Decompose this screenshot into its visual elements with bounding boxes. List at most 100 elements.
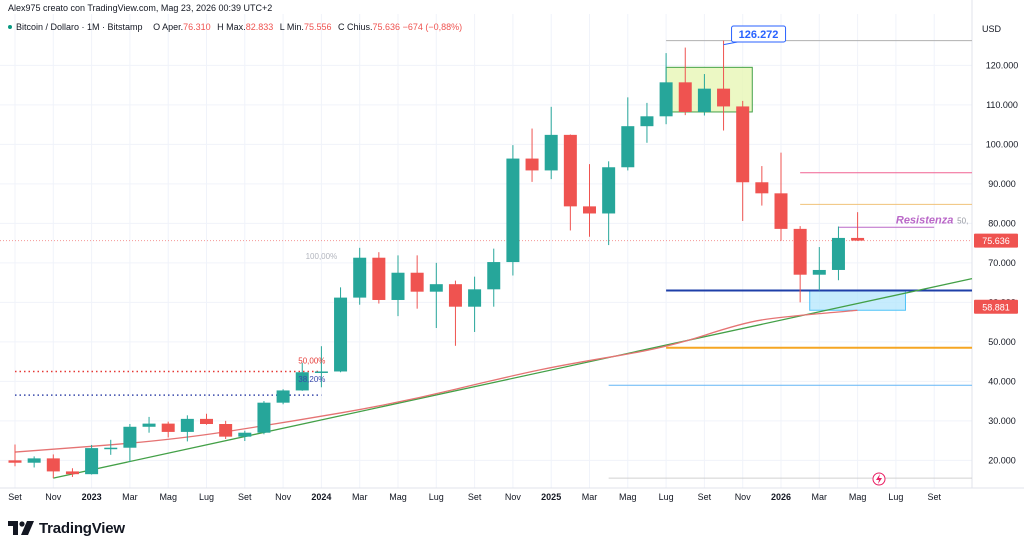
candle-body xyxy=(525,158,539,171)
time-tick-label: Set xyxy=(927,492,941,502)
candle xyxy=(180,415,194,442)
event-marker-icon xyxy=(872,472,886,486)
time-tick-label: Set xyxy=(698,492,712,502)
candle xyxy=(602,161,616,246)
time-tick-label: Lug xyxy=(888,492,903,502)
candle-body xyxy=(563,134,577,207)
change-value: −674 (−0,88%) xyxy=(402,22,463,32)
candle xyxy=(544,106,558,180)
time-tick-label: Nov xyxy=(275,492,292,502)
candle xyxy=(755,166,769,206)
candle xyxy=(487,248,501,307)
candle xyxy=(717,40,731,131)
tradingview-logo[interactable]: TradingView xyxy=(8,519,125,537)
candle xyxy=(563,134,577,231)
candle-body xyxy=(391,272,405,300)
candle-body xyxy=(678,82,692,112)
candle xyxy=(812,247,826,291)
last-price-tag: 75.636 xyxy=(982,236,1010,246)
candle-body xyxy=(468,289,482,307)
time-tick-label: Mar xyxy=(122,492,138,502)
candle xyxy=(238,430,252,441)
close-value: 75.636 xyxy=(372,22,401,32)
price-axis[interactable]: 20.00030.00040.00050.00060.00070.00080.0… xyxy=(974,60,1018,465)
candle-body xyxy=(46,458,60,472)
price-tick-label: 70.000 xyxy=(988,258,1016,268)
candle xyxy=(161,421,175,438)
fib-100-label: 100,00% xyxy=(306,252,338,261)
candle-body xyxy=(755,182,769,194)
trendline xyxy=(53,278,973,479)
time-tick-label: Mar xyxy=(352,492,368,502)
candle-body xyxy=(353,257,367,298)
tradingview-logo-icon xyxy=(8,521,34,535)
candle-body xyxy=(334,297,348,372)
high-key: H xyxy=(217,22,224,32)
bottom-zone xyxy=(809,290,906,311)
candle-body xyxy=(180,418,194,432)
close-name: Chius. xyxy=(347,22,373,32)
candle xyxy=(659,53,673,125)
price-tick-label: 40.000 xyxy=(988,376,1016,386)
time-tick-label: Set xyxy=(468,492,482,502)
candle xyxy=(621,97,635,171)
candle xyxy=(851,212,865,241)
time-tick-label: Mag xyxy=(389,492,407,502)
candle xyxy=(774,152,788,241)
candle xyxy=(429,262,443,329)
candle xyxy=(334,287,348,373)
horizontal-levels xyxy=(0,40,972,479)
candle-body xyxy=(295,372,309,391)
time-tick-label: Nov xyxy=(735,492,752,502)
candle-body xyxy=(640,116,654,127)
fib-38-label: 38,20% xyxy=(298,375,325,384)
price-tick-label: 100.000 xyxy=(986,139,1019,149)
candle xyxy=(8,444,22,467)
time-tick-label: Nov xyxy=(45,492,62,502)
time-tick-label: Nov xyxy=(505,492,522,502)
candle xyxy=(372,252,386,304)
ath-callout-box xyxy=(731,25,787,43)
candle xyxy=(468,276,482,332)
candle-body xyxy=(142,423,156,427)
currency-label[interactable]: USD xyxy=(982,24,1002,34)
high-name: Max. xyxy=(226,22,246,32)
candles xyxy=(8,40,865,479)
symbol-label[interactable]: Bitcoin / Dollaro · 1M · Bitstamp xyxy=(16,22,143,32)
time-tick-label: Mag xyxy=(619,492,637,502)
candle-body xyxy=(697,88,711,112)
candle xyxy=(142,416,156,433)
moving-average-line xyxy=(14,309,858,453)
author-line: Alex975 creato con TradingView.com, Mag … xyxy=(8,3,273,13)
candle xyxy=(391,255,405,317)
time-axis[interactable]: Set Nov 2023 Mar Mag Lug Set Nov 2024 Mar Mag Lug Se… xyxy=(8,492,941,502)
candle-body xyxy=(314,371,328,373)
candle xyxy=(65,468,79,477)
last-price-tag-bg xyxy=(974,233,1018,248)
candle-body xyxy=(506,158,520,263)
time-tick-label: 2026 xyxy=(771,492,791,502)
candle-body xyxy=(123,426,137,448)
candle-body xyxy=(276,390,290,403)
candle xyxy=(448,280,462,346)
open-name: Aper. xyxy=(162,22,184,32)
candle xyxy=(85,444,99,475)
resistance-label: Resistenza xyxy=(896,214,953,226)
candle-body xyxy=(448,284,462,307)
status-dot-icon xyxy=(8,25,12,30)
high-value: 82.833 xyxy=(245,22,274,32)
price-tick-label: 30.000 xyxy=(988,416,1016,426)
candle xyxy=(123,424,137,462)
candle xyxy=(27,456,41,468)
candle-body xyxy=(257,402,271,433)
candle-body xyxy=(736,106,750,183)
candle-body xyxy=(487,262,501,290)
candle-body xyxy=(27,458,41,463)
time-tick-label: Set xyxy=(8,492,22,502)
candle-body xyxy=(65,471,79,475)
candle-body xyxy=(831,237,845,270)
time-tick-label: Lug xyxy=(659,492,674,502)
ma-price-tag: 58.881 xyxy=(982,302,1010,312)
candle xyxy=(200,413,213,425)
